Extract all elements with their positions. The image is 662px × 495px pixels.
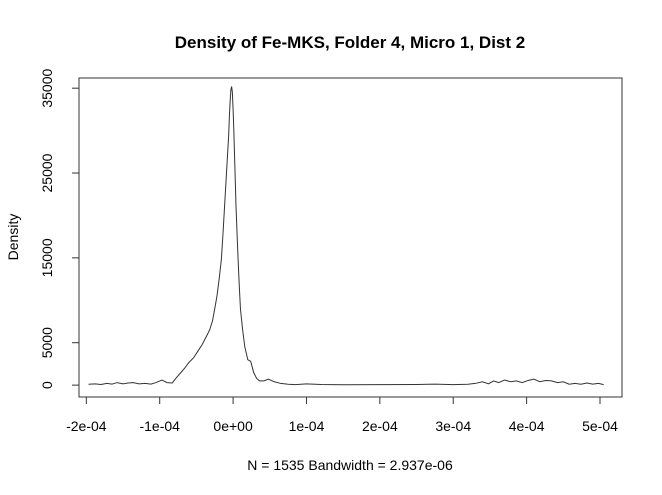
x-tick-label: 1e-04 bbox=[289, 418, 325, 434]
chart-title: Density of Fe-MKS, Folder 4, Micro 1, Di… bbox=[175, 33, 525, 52]
x-tick-label: -1e-04 bbox=[139, 418, 180, 434]
plot-frame bbox=[78, 77, 623, 398]
y-axis-label: Density bbox=[5, 214, 21, 261]
x-axis: -2e-04 -1e-04 0e+00 1e-04 2e-04 3e-04 4e-04 5e-… bbox=[66, 396, 618, 434]
density-curve bbox=[88, 86, 604, 386]
y-axis: 0 5000 15000 25000 35000 bbox=[39, 69, 80, 389]
y-tick-label: 5000 bbox=[39, 327, 55, 358]
x-tick-label: -2e-04 bbox=[66, 418, 107, 434]
x-tick-label: 3e-04 bbox=[435, 418, 471, 434]
x-tick-label: 0e+00 bbox=[213, 418, 253, 434]
y-tick-label: 0 bbox=[39, 381, 55, 389]
x-tick-label: 2e-04 bbox=[362, 418, 398, 434]
x-tick-label: 5e-04 bbox=[582, 418, 618, 434]
x-axis-label: N = 1535 Bandwidth = 2.937e-06 bbox=[247, 457, 453, 473]
x-tick-label: 4e-04 bbox=[509, 418, 545, 434]
y-tick-label: 15000 bbox=[39, 238, 55, 277]
y-tick-label: 25000 bbox=[39, 153, 55, 192]
y-tick-label: 35000 bbox=[39, 69, 55, 108]
